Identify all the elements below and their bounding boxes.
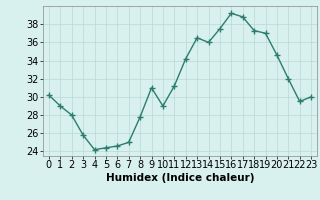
X-axis label: Humidex (Indice chaleur): Humidex (Indice chaleur)	[106, 173, 254, 183]
